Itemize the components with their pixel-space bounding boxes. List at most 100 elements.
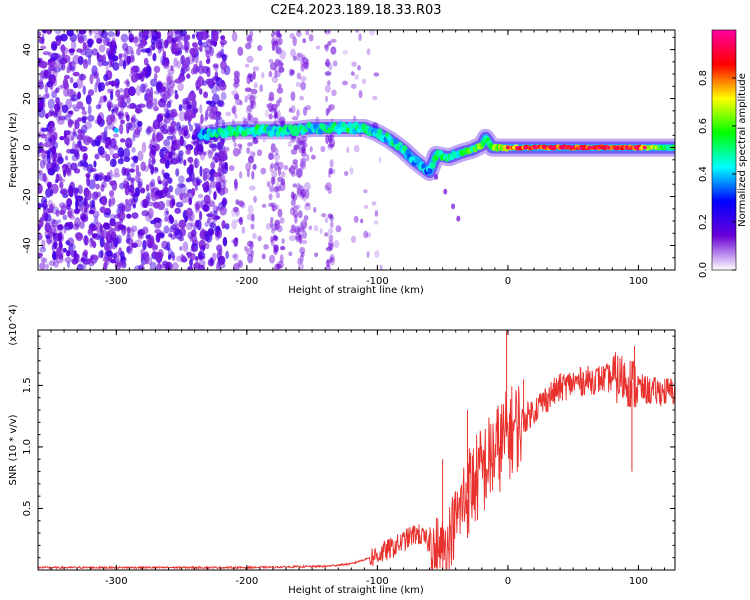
noise-blob xyxy=(328,167,333,175)
noise-blob xyxy=(161,178,169,188)
noise-blob xyxy=(292,210,299,218)
noise-blob xyxy=(151,157,156,165)
ridge-peak xyxy=(606,145,611,150)
noise-blob xyxy=(163,139,171,147)
noise-blob xyxy=(237,46,244,56)
noise-blob xyxy=(155,40,163,50)
noise-blob xyxy=(82,85,86,95)
noise-blob xyxy=(268,193,273,201)
noise-blob xyxy=(202,204,210,212)
noise-blob xyxy=(332,60,338,67)
noise-blob xyxy=(179,192,184,201)
noise-blob xyxy=(95,183,100,190)
noise-blob xyxy=(300,63,305,72)
noise-blob xyxy=(90,167,97,172)
noise-blob xyxy=(249,114,254,123)
noise-blob xyxy=(41,239,46,249)
spectrogram-x-ticks: -300 -200 -100 0 100 xyxy=(50,30,666,287)
noise-blob xyxy=(94,32,101,41)
noise-blob xyxy=(39,246,47,253)
colorbar-tick-label: 0.8 xyxy=(698,70,709,86)
noise-blob xyxy=(92,210,100,219)
noise-blob xyxy=(186,73,191,79)
noise-blob xyxy=(234,84,238,91)
noise-blob xyxy=(66,30,74,37)
noise-blob xyxy=(195,85,200,91)
noise-blob xyxy=(210,161,216,170)
noise-blob xyxy=(124,185,130,196)
ridge-peak xyxy=(533,145,538,150)
noise-blob xyxy=(299,221,304,227)
noise-blob xyxy=(232,254,237,259)
noise-blob xyxy=(220,42,225,48)
noise-blob xyxy=(68,119,75,126)
noise-blob xyxy=(123,184,128,190)
noise-blob xyxy=(290,48,296,58)
noise-blob xyxy=(253,94,257,100)
noise-blob xyxy=(297,184,304,191)
noise-blob xyxy=(220,60,227,71)
noise-blob xyxy=(201,41,209,48)
noise-blob xyxy=(357,65,361,71)
noise-blob xyxy=(174,228,183,240)
noise-blob xyxy=(102,130,108,141)
noise-blob xyxy=(167,68,175,75)
ridge-blob xyxy=(386,134,392,142)
noise-blob xyxy=(216,250,222,261)
noise-blob xyxy=(135,164,140,176)
noise-blob xyxy=(270,217,274,222)
noise-blob xyxy=(46,30,52,35)
noise-blob xyxy=(233,70,241,79)
noise-blob xyxy=(91,48,99,56)
noise-blob xyxy=(264,109,270,118)
noise-blob xyxy=(292,205,299,212)
noise-blob xyxy=(145,234,151,240)
noise-blob xyxy=(231,106,236,114)
noise-blob xyxy=(89,237,94,243)
noise-blob xyxy=(82,152,88,161)
noise-blob xyxy=(109,218,116,227)
noise-blob xyxy=(183,40,190,52)
noise-blob xyxy=(134,128,141,136)
noise-blob xyxy=(48,230,54,239)
noise-blob xyxy=(101,30,108,39)
noise-blob xyxy=(152,52,157,62)
noise-blob xyxy=(207,150,213,159)
noise-blob xyxy=(123,80,130,85)
noise-blob xyxy=(157,201,166,211)
noise-blob xyxy=(275,47,283,55)
noise-blob xyxy=(296,72,302,80)
noise-blob xyxy=(299,189,303,195)
noise-blob xyxy=(173,30,181,35)
noise-blob xyxy=(190,229,197,237)
noise-blob xyxy=(225,111,232,117)
noise-blob xyxy=(294,225,301,235)
noise-blob xyxy=(48,203,54,214)
noise-blob xyxy=(292,193,298,201)
noise-blob xyxy=(106,50,113,56)
noise-blob xyxy=(55,34,63,42)
noise-blob xyxy=(294,163,298,172)
noise-blob xyxy=(57,85,64,90)
noise-blob xyxy=(52,232,61,242)
noise-blob xyxy=(251,100,257,106)
noise-blob xyxy=(328,239,334,247)
noise-blob xyxy=(170,158,179,165)
noise-blob xyxy=(53,67,62,73)
noise-blob xyxy=(167,86,173,94)
noise-blob xyxy=(279,181,286,192)
noise-blob xyxy=(65,250,71,257)
noise-blob xyxy=(93,160,97,168)
snr-background xyxy=(38,330,675,570)
noise-blob xyxy=(112,62,120,71)
snr-x-ticks: -300 -200 -100 0 100 xyxy=(50,330,666,587)
x-tick-label: -300 xyxy=(105,276,128,287)
noise-blob xyxy=(232,147,240,157)
ridge-peak xyxy=(597,145,602,150)
noise-blob xyxy=(262,138,267,143)
noise-blob xyxy=(71,135,75,141)
noise-blob xyxy=(276,118,283,124)
noise-blob xyxy=(271,32,275,38)
noise-blob xyxy=(103,261,108,270)
noise-blob xyxy=(311,154,316,160)
